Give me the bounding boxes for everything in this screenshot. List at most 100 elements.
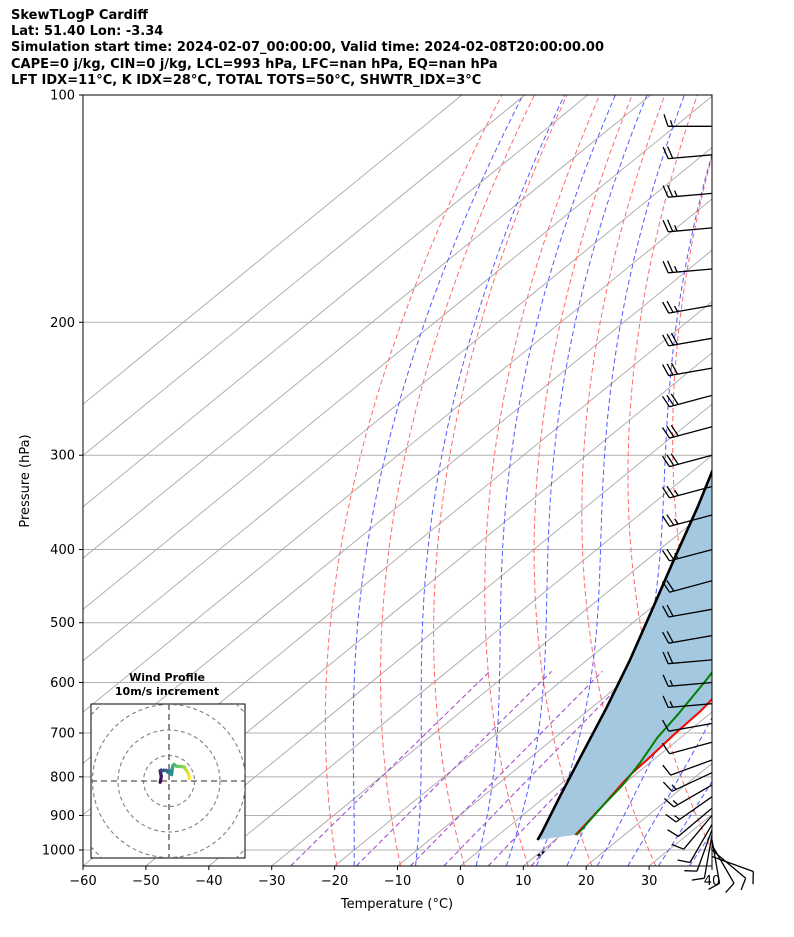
wind-barb <box>662 651 713 665</box>
wind-barb <box>684 829 713 872</box>
wind-barb <box>661 580 713 593</box>
dry-adiabat <box>672 154 712 702</box>
x-tick-label: −30 <box>258 874 285 889</box>
isotherm <box>83 95 526 457</box>
y-tick-label: 1000 <box>42 844 75 859</box>
wind-barb <box>661 393 713 408</box>
parcel-shading <box>537 471 712 840</box>
wind-barb <box>661 424 713 439</box>
dry-adiabat <box>716 95 794 866</box>
hodograph-segment <box>187 774 191 781</box>
y-tick-label: 900 <box>50 809 75 824</box>
y-axis-label: Pressure (hPa) <box>18 434 33 527</box>
wind-barb <box>677 824 713 864</box>
dewpoint-line <box>575 670 712 836</box>
dry-adiabat <box>433 95 568 866</box>
x-axis-label: Temperature (°C) <box>340 897 453 912</box>
isotherm <box>83 95 589 508</box>
wind-barb <box>662 695 713 709</box>
wind-barb <box>662 719 713 732</box>
wind-barb <box>662 772 713 792</box>
y-tick-label: 800 <box>50 770 75 785</box>
x-tick-label: −50 <box>132 874 159 889</box>
x-tick-label: 30 <box>641 874 658 889</box>
mixing-ratio-line <box>290 671 490 866</box>
y-tick-label: 300 <box>50 449 75 464</box>
wind-barb <box>665 796 713 823</box>
wind-barb <box>662 146 713 160</box>
axis-layer: −60 −50 −40 −30 −20 −10 0 10 20 30 401000900800700… <box>42 89 720 890</box>
surface-line <box>537 850 545 857</box>
moist-adiabat <box>352 95 524 866</box>
location-line: Lat: 51.40 Lon: -3.34 <box>11 24 164 40</box>
wind-barb <box>671 815 713 850</box>
chart-header: SkewTLogP Cardiff Lat: 51.40 Lon: -3.34 … <box>11 8 604 89</box>
wind-barb <box>662 362 713 377</box>
isotherm <box>83 198 712 713</box>
dry-adiabat <box>581 95 666 866</box>
x-tick-label: −10 <box>384 874 411 889</box>
temperature-line <box>574 697 712 836</box>
y-tick-label: 400 <box>50 543 75 558</box>
isotherm <box>523 711 712 866</box>
wind-barb <box>667 807 713 837</box>
dry-adiabat <box>484 95 601 866</box>
data-layer <box>536 468 712 857</box>
isotherm <box>83 95 712 611</box>
mixing-ratio-line <box>410 671 603 866</box>
x-tick-label: −40 <box>195 874 222 889</box>
x-tick-label: −60 <box>69 874 96 889</box>
wind-barb <box>708 839 721 890</box>
isotherm <box>334 557 712 866</box>
hodograph-title-line: Wind Profile <box>129 671 205 684</box>
indices-line: LFT IDX=11°C, K IDX=28°C, TOTAL TOTS=50°… <box>11 72 482 88</box>
wind-barb <box>662 184 713 198</box>
isotherm <box>271 506 712 866</box>
wind-barb <box>662 759 713 776</box>
wind-barb <box>711 844 735 894</box>
x-tick-label: 20 <box>578 874 595 889</box>
times-line: Simulation start time: 2024-02-07_00:00:… <box>11 40 604 56</box>
wind-barb <box>662 300 713 314</box>
y-tick-label: 600 <box>50 676 75 691</box>
wind-barb <box>661 741 713 755</box>
parcel-line <box>536 468 712 841</box>
wind-barb <box>662 630 713 644</box>
isotherm <box>208 454 712 866</box>
isotherm <box>775 95 794 866</box>
isotherm <box>83 147 712 662</box>
wind-barb <box>662 604 713 618</box>
hodograph-plot <box>91 704 245 858</box>
hodograph-inset <box>90 703 246 859</box>
wind-barb <box>691 834 713 881</box>
x-tick-label: −20 <box>321 874 348 889</box>
moist-adiabat <box>505 95 648 866</box>
wind-barb <box>662 674 713 687</box>
wind-barb <box>661 514 713 528</box>
dry-adiabat <box>324 95 503 866</box>
mixing-ratio-line <box>355 671 552 866</box>
parcel-params-line: CAPE=0 j/kg, CIN=0 j/kg, LCL=993 hPa, LF… <box>11 56 498 72</box>
y-tick-label: 100 <box>50 89 75 104</box>
hodograph-title: Wind Profile 10m/s increment <box>92 671 242 699</box>
y-tick-label: 700 <box>50 727 75 742</box>
isotherm <box>397 608 712 866</box>
isotherm <box>711 865 712 866</box>
moist-adiabat <box>658 780 712 866</box>
isotherm <box>83 95 651 559</box>
isotherm <box>648 814 712 866</box>
mixing-ratio-line <box>443 671 635 866</box>
hodograph-increment-line: 10m/s increment <box>114 685 220 698</box>
wind-barb <box>661 548 713 562</box>
wind-barb <box>661 485 713 499</box>
wind-barb <box>662 332 713 347</box>
isotherm <box>145 403 712 866</box>
wind-barb <box>661 453 713 468</box>
dry-adiabat <box>758 95 794 866</box>
moist-adiabat <box>688 831 712 866</box>
dry-adiabat <box>380 95 535 866</box>
wind-barbs <box>661 114 754 894</box>
wind-barb <box>663 784 713 808</box>
chart-title: SkewTLogP Cardiff <box>11 8 148 23</box>
